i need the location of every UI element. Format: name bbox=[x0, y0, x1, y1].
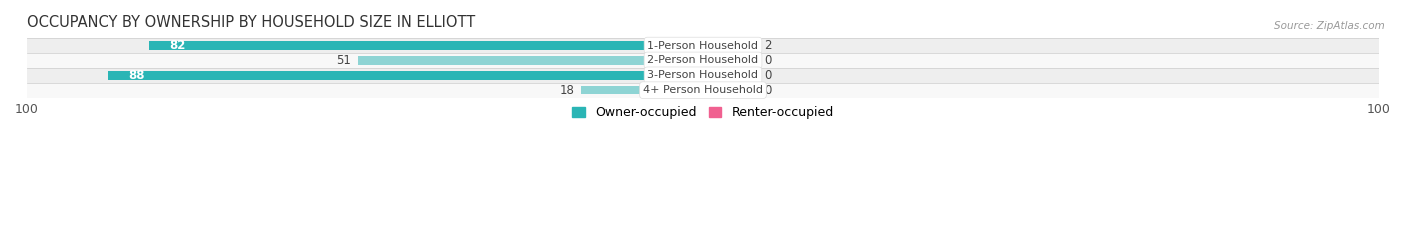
Bar bbox=[703, 86, 756, 95]
Bar bbox=[581, 86, 703, 95]
Text: 0: 0 bbox=[763, 54, 772, 67]
Bar bbox=[703, 56, 756, 65]
Bar bbox=[703, 71, 756, 80]
Text: Source: ZipAtlas.com: Source: ZipAtlas.com bbox=[1274, 21, 1385, 31]
Text: 0: 0 bbox=[763, 69, 772, 82]
Text: OCCUPANCY BY OWNERSHIP BY HOUSEHOLD SIZE IN ELLIOTT: OCCUPANCY BY OWNERSHIP BY HOUSEHOLD SIZE… bbox=[27, 15, 475, 30]
Bar bbox=[27, 38, 1379, 53]
Text: 3-Person Household: 3-Person Household bbox=[648, 70, 758, 80]
Bar bbox=[108, 71, 703, 80]
Text: 0: 0 bbox=[763, 84, 772, 97]
Text: 82: 82 bbox=[169, 39, 186, 52]
Text: 1-Person Household: 1-Person Household bbox=[648, 41, 758, 51]
Text: 51: 51 bbox=[336, 54, 352, 67]
Text: 2-Person Household: 2-Person Household bbox=[647, 55, 759, 65]
Text: 18: 18 bbox=[560, 84, 575, 97]
Legend: Owner-occupied, Renter-occupied: Owner-occupied, Renter-occupied bbox=[568, 101, 838, 124]
Text: 4+ Person Household: 4+ Person Household bbox=[643, 85, 763, 95]
Text: 2: 2 bbox=[763, 39, 772, 52]
Bar bbox=[27, 68, 1379, 83]
Bar bbox=[359, 56, 703, 65]
Bar bbox=[27, 83, 1379, 98]
Bar bbox=[149, 41, 703, 50]
Bar bbox=[27, 53, 1379, 68]
Text: 88: 88 bbox=[128, 69, 145, 82]
Bar bbox=[703, 41, 756, 50]
